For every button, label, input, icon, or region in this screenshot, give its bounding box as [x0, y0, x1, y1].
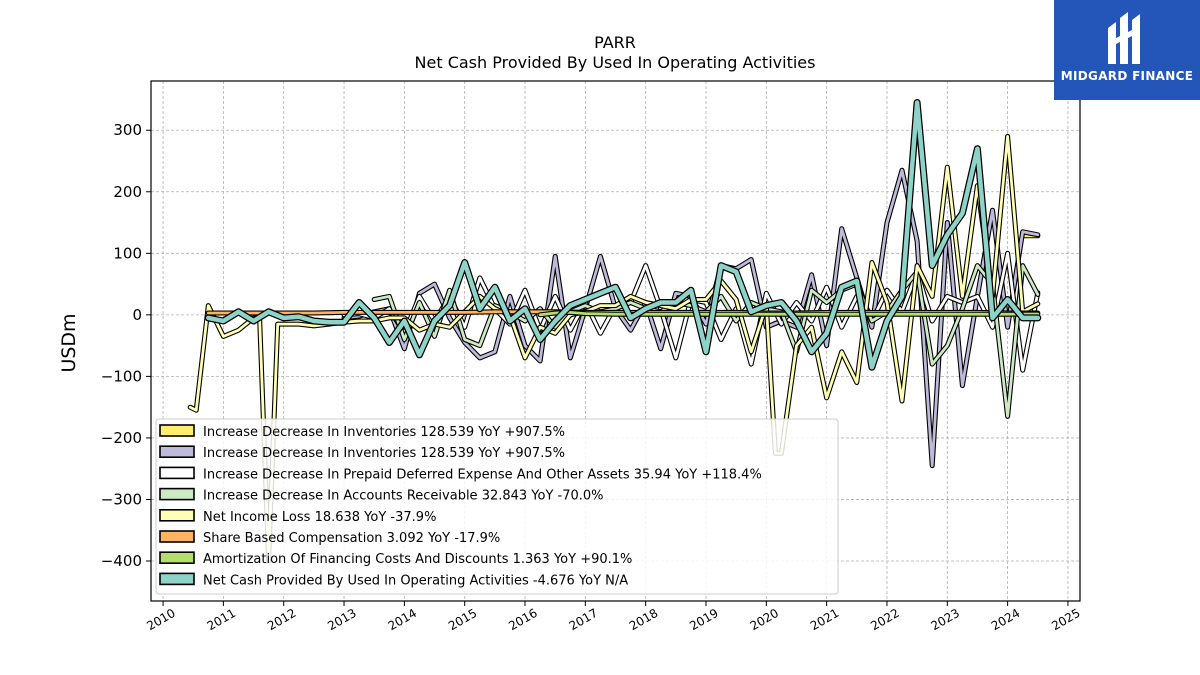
- legend-swatch: [159, 466, 195, 480]
- legend-box: [155, 418, 839, 595]
- legend-swatch: [159, 508, 195, 522]
- x-tick-label: 2019: [687, 606, 720, 633]
- x-tick-label: 2013: [325, 606, 358, 633]
- x-tick-label: 2020: [748, 606, 781, 633]
- plot-frame: [150, 80, 1081, 602]
- x-tick-label: 2024: [989, 606, 1022, 633]
- legend-swatch: [159, 445, 195, 459]
- legend-swatch: [159, 551, 195, 565]
- legend-entry: Increase Decrease In Accounts Receivable…: [203, 489, 604, 504]
- legend-entry: Amortization Of Financing Costs And Disc…: [203, 552, 632, 567]
- legend-entry: Increase Decrease In Prepaid Deferred Ex…: [203, 467, 762, 482]
- series-5: [187, 133, 1041, 564]
- legend-entry: Increase Decrease In Inventories 128.539…: [203, 446, 565, 461]
- y-tick-label: 200: [113, 183, 142, 201]
- legend-entry: Increase Decrease In Inventories 128.539…: [203, 425, 565, 440]
- series-lines: [187, 99, 1042, 564]
- brand-logo: MIDGARD FINANCE: [1054, 0, 1200, 100]
- y-tick-label: −100: [101, 367, 142, 385]
- y-tick-label: 0: [132, 306, 142, 324]
- legend-swatch: [159, 424, 195, 437]
- x-tick-label: 2011: [205, 606, 238, 633]
- series-line: [538, 310, 1040, 317]
- chart-title: PARR: [594, 33, 636, 52]
- legend-entry: Net Cash Provided By Used In Operating A…: [203, 573, 628, 588]
- x-tick-label: 2023: [929, 606, 962, 633]
- series-8: [204, 99, 1042, 371]
- x-tick-label: 2018: [627, 606, 660, 633]
- x-tick-label: 2025: [1049, 606, 1082, 633]
- x-tick-label: 2016: [506, 606, 539, 633]
- legend-swatch: [159, 572, 195, 586]
- y-tick-label: 300: [113, 121, 142, 139]
- x-axis-ticks: 2010 2011 2012 2013 2014 2015 2016 2017 2018 2019…: [144, 601, 1083, 633]
- x-tick-label: 2021: [808, 606, 841, 633]
- x-tick-label: 2017: [567, 606, 600, 633]
- chart-subtitle: Net Cash Provided By Used In Operating A…: [415, 53, 816, 72]
- y-axis-ticks: −400 −300 −200 −100 0 100 200 300: [101, 121, 151, 570]
- y-tick-label: −400: [101, 552, 142, 570]
- y-tick-label: −300: [101, 490, 142, 508]
- series-line: [206, 100, 1041, 370]
- brand-name: MIDGARD FINANCE: [1060, 69, 1194, 83]
- legend-entry: Share Based Compensation 3.092 YoY -17.9…: [203, 531, 500, 546]
- y-tick-label: −200: [101, 429, 142, 447]
- legend-swatch: [159, 487, 195, 501]
- x-tick-label: 2022: [868, 606, 901, 633]
- legend-swatch: [159, 530, 195, 543]
- x-tick-label: 2010: [144, 606, 177, 633]
- y-axis-label: USDm: [58, 313, 80, 372]
- brand-mark-icon: [1108, 12, 1140, 64]
- series-line: [188, 134, 1040, 563]
- series-7: [537, 309, 1041, 318]
- y-tick-label: 100: [113, 244, 142, 262]
- legend-entry: Net Income Loss 18.638 YoY -37.9%: [203, 510, 436, 525]
- x-tick-label: 2012: [265, 606, 298, 633]
- x-tick-label: 2015: [446, 606, 479, 633]
- x-tick-label: 2014: [386, 606, 419, 633]
- legend: Increase Decrease In Inventories 128.539…: [155, 418, 839, 595]
